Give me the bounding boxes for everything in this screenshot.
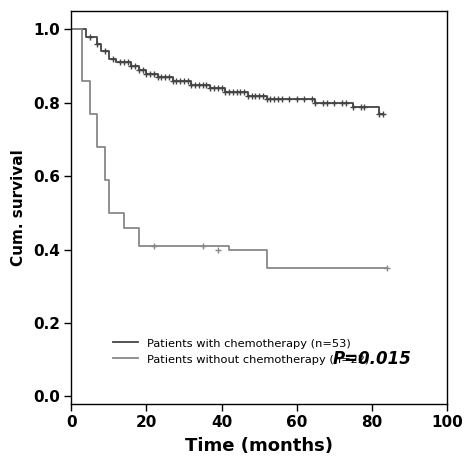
Y-axis label: Cum. survival: Cum. survival	[11, 149, 26, 266]
X-axis label: Time (months): Time (months)	[185, 437, 333, 455]
Legend: Patients with chemotherapy (n=53), Patients without chemotherapy (n=22): Patients with chemotherapy (n=53), Patie…	[107, 331, 375, 370]
Text: P=0.015: P=0.015	[332, 350, 411, 368]
